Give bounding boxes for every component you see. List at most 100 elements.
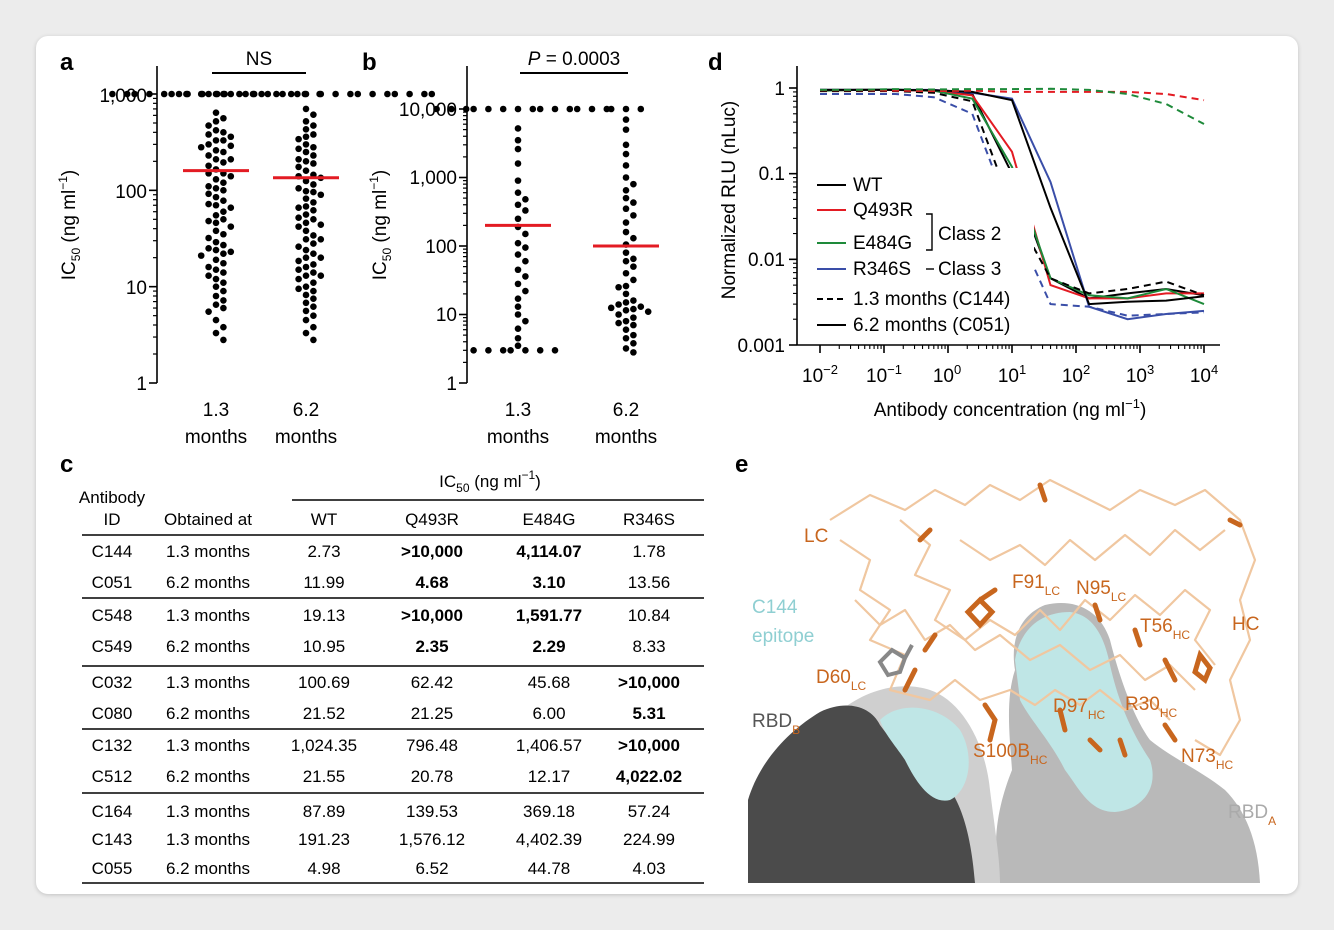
table-cell-e: 12.17 [528, 767, 571, 786]
table-cell-at: 1.3 months [166, 830, 250, 849]
panel-a-point [205, 162, 212, 170]
table-cell-e: 369.18 [523, 802, 575, 821]
table-cell-r: 13.56 [628, 573, 671, 592]
panel-a-point [302, 246, 310, 254]
panel-a-point [131, 90, 138, 98]
panel-a-point [310, 323, 317, 331]
table-col-id-line2: ID [104, 510, 121, 529]
ligand [877, 644, 914, 678]
panel-b-point [485, 105, 492, 113]
panel-a-point [199, 90, 206, 98]
panel-b-point [514, 303, 522, 310]
panel-a-point [175, 90, 183, 98]
table-row: C164 1.3 months 87.89 139.53 369.18 57.24 [92, 802, 671, 821]
panel-a-point [287, 90, 295, 98]
panel-a-point [213, 90, 221, 98]
panel-a-point [212, 184, 220, 192]
table-row: C055 6.2 months 4.98 6.52 44.78 4.03 [92, 859, 666, 878]
panel-b-point [622, 162, 630, 169]
panel-b-point [622, 249, 630, 256]
panel-a-point [310, 181, 317, 188]
panel-a-point [205, 190, 212, 198]
panel-b-point [514, 280, 522, 288]
table-cell-e: 44.78 [528, 859, 571, 878]
table-cell-q: 2.35 [415, 637, 448, 656]
legend-label-e484g: E484G [853, 233, 912, 254]
panel-a-point [310, 152, 317, 159]
panel-b-point [448, 105, 455, 113]
panel-a-point [212, 275, 220, 283]
panel-b-significance-label: P = 0.0003 [528, 49, 620, 70]
panel-d-xtick-1: 10−1 [866, 362, 902, 387]
table-cell-id: C032 [92, 673, 133, 692]
panel-a-point [197, 252, 205, 259]
panel-a-point [302, 329, 310, 337]
panel-a-point [302, 141, 310, 148]
figure-canvas: a 1 10 100 1,000 IC50 (ng ml−1) NS 1.3 m… [56, 49, 1276, 884]
panel-a-point [317, 236, 325, 243]
panel-b-ytick-10: 10 [436, 305, 457, 326]
panel-a-point [212, 193, 220, 201]
panel-a-point [205, 200, 212, 208]
panel-b-point [622, 228, 630, 236]
panel-b-point [514, 334, 522, 342]
table-cell-e: 1,406.57 [516, 736, 582, 755]
table-cell-r: 57.24 [628, 802, 671, 821]
panel-a-point [236, 90, 243, 98]
panel-b-point [433, 105, 440, 113]
table-cell-e: 45.68 [528, 673, 571, 692]
panel-a-point [310, 143, 317, 151]
panel-b-x-labels: 1.3 months 6.2 months [487, 400, 657, 448]
panel-b-point [522, 273, 529, 280]
panel-a-point [205, 122, 212, 129]
table-body: C144 1.3 months 2.73 >10,000 4,114.07 1.78 C05… [92, 542, 682, 878]
panel-b-ytick-100: 100 [425, 237, 457, 258]
panel-a-point [212, 266, 220, 274]
panel-a-label: a [60, 49, 74, 76]
panel-b-point [637, 303, 645, 310]
panel-a-point [220, 197, 227, 205]
panel-a-point [160, 90, 168, 98]
panel-a-point [295, 243, 302, 250]
panel-a-point [295, 266, 302, 274]
panel-b-point [630, 297, 637, 304]
panel-a-point [294, 90, 301, 98]
table-cell-r: >10,000 [618, 673, 680, 692]
table-row: C548 1.3 months 19.13 >10,000 1,591.77 10.84 [92, 606, 671, 625]
table-cell-at: 6.2 months [166, 637, 250, 656]
table-cell-q: 139.53 [406, 802, 458, 821]
panel-a-point [317, 221, 325, 228]
table-col-r346s: R346S [623, 510, 675, 529]
panel-a-point [347, 90, 354, 98]
table-cell-at: 1.3 months [166, 673, 250, 692]
panel-d-xtick-5: 103 [1126, 362, 1154, 387]
panel-d-legend-bg [812, 168, 1034, 338]
panel-b-point [522, 244, 529, 251]
panel-d-series-q493r-c144-dashed [820, 89, 1205, 102]
panel-a-point [146, 90, 153, 98]
panel-b-point [588, 105, 596, 113]
table-cell-r: 1.78 [632, 542, 665, 561]
panel-b-point [566, 105, 574, 113]
legend-label-62months: 6.2 months (C051) [853, 315, 1010, 336]
table-cell-q: 796.48 [406, 736, 458, 755]
table-row: C549 6.2 months 10.95 2.35 2.29 8.33 [92, 637, 666, 656]
panel-c: c IC50 (ng ml−1) Antibody ID Obtained at… [60, 451, 704, 884]
panel-d-x-tick-labels: 10−2 10−1 100 101 102 103 104 [802, 362, 1218, 387]
panel-e-label: e [735, 451, 748, 478]
panel-b-point [507, 347, 514, 354]
table-cell-at: 1.3 months [166, 542, 250, 561]
panel-b-point [607, 105, 615, 113]
table-row: C144 1.3 months 2.73 >10,000 4,114.07 1.78 [92, 542, 666, 561]
panel-b-point [514, 177, 522, 184]
table-cell-q: 6.52 [415, 859, 448, 878]
table-col-wt: WT [311, 510, 337, 529]
panel-d-y-axis-label: Normalized RLU (nLuc) [719, 101, 740, 300]
panel-b-point [615, 311, 622, 318]
panel-a-point [220, 179, 227, 187]
figure-card: a 1 10 100 1,000 IC50 (ng ml−1) NS 1.3 m… [36, 36, 1298, 894]
panel-a-point [212, 329, 220, 337]
panel-a-point [302, 148, 310, 156]
panel-d-label: d [708, 49, 723, 76]
label-epitope-line2: epitope [752, 626, 814, 647]
